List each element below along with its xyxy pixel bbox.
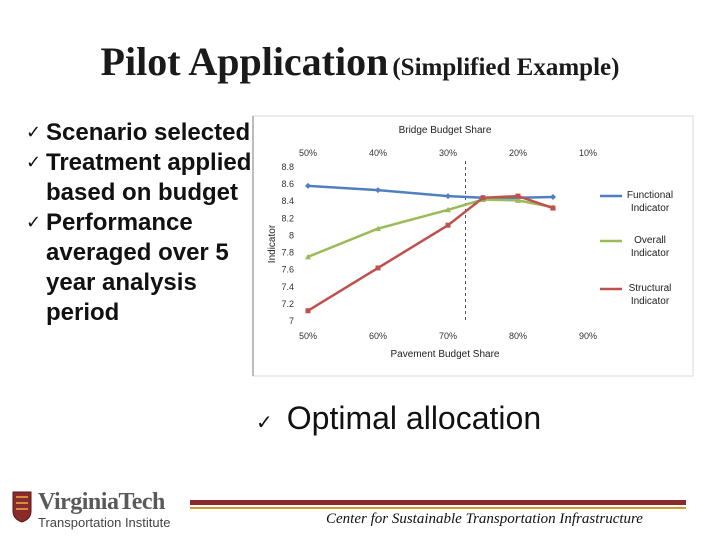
y-tick-label: 8.8 [281, 162, 294, 172]
y-tick-label: 7.8 [281, 248, 294, 258]
logo-institute: Transportation Institute [38, 515, 171, 530]
data-point [550, 205, 556, 211]
y-tick-label: 8.2 [281, 213, 294, 223]
x-tick-label: 90% [579, 331, 597, 341]
logo-name: VirginiaTech [38, 489, 165, 515]
optimal-allocation: ✓ Optimal allocation [256, 400, 541, 437]
data-point [375, 225, 381, 232]
data-point [480, 195, 486, 201]
bullet-scenario: ✓ Scenario selected [26, 118, 256, 148]
footer-divider [190, 500, 686, 505]
check-icon: ✓ [26, 122, 42, 143]
check-icon: ✓ [26, 212, 42, 233]
data-point [375, 265, 381, 271]
virginia-tech-logo: VirginiaTech Transportation Institute [10, 489, 175, 531]
top-axis-tick-label: 10% [579, 148, 597, 158]
top-axis-tick-label: 40% [369, 148, 387, 158]
data-point [445, 206, 451, 213]
y-tick-label: 8.6 [281, 179, 294, 189]
bullet-treatment: ✓ Treatment applied based on budget [26, 148, 256, 208]
title-main: Pilot Application [100, 39, 389, 84]
x-axis-label: Pavement Budget Share [391, 349, 500, 360]
data-point [515, 197, 521, 203]
legend-label: Structural Indicator [629, 283, 672, 307]
data-point [515, 193, 521, 199]
chart-title: Bridge Budget Share [399, 125, 492, 136]
data-point [375, 187, 381, 194]
x-tick-label: 80% [509, 331, 527, 341]
series-line [307, 198, 554, 258]
x-tick-label: 60% [369, 331, 387, 341]
x-tick-label: 70% [439, 331, 457, 341]
y-tick-label: 7.2 [281, 299, 294, 309]
check-icon: ✓ [26, 152, 42, 173]
y-tick-label: 7.6 [281, 265, 294, 275]
series-line [307, 194, 554, 312]
data-point [550, 193, 556, 200]
x-tick-label: 50% [299, 331, 317, 341]
bullet-text: Scenario selected [46, 119, 251, 146]
y-tick-label: 7 [289, 316, 294, 326]
footer-divider-accent [190, 507, 686, 509]
shield-icon [12, 491, 32, 523]
y-axis-label: Indicator [267, 224, 278, 263]
bullet-list: ✓ Scenario selected ✓ Treatment applied … [26, 118, 256, 328]
optimal-text: Optimal allocation [286, 400, 542, 436]
y-tick-label: 8.4 [281, 196, 294, 206]
data-point [445, 222, 451, 228]
data-point [305, 308, 311, 314]
footer-center-name: Center for Sustainable Transportation In… [326, 511, 643, 527]
bullet-performance: ✓ Performance averaged over 5 year analy… [26, 208, 256, 328]
slide-title: Pilot Application (Simplified Example) [0, 38, 720, 85]
data-point [305, 253, 311, 260]
y-tick-label: 8 [289, 230, 294, 240]
top-axis-tick-label: 50% [299, 148, 317, 158]
top-axis-tick-label: 20% [509, 148, 527, 158]
y-tick-label: 7.4 [281, 282, 294, 292]
top-axis-tick-label: 30% [439, 148, 457, 158]
data-point [305, 182, 311, 189]
chart-frame [252, 115, 694, 377]
legend-label: Functional Indicator [627, 190, 673, 214]
title-subtitle: (Simplified Example) [392, 54, 620, 81]
legend-label: Overall Indicator [631, 235, 670, 259]
data-point [445, 193, 451, 200]
bullet-text: Treatment applied based on budget [46, 149, 252, 206]
check-icon: ✓ [256, 410, 273, 434]
bullet-text: Performance averaged over 5 year analysi… [46, 209, 229, 326]
